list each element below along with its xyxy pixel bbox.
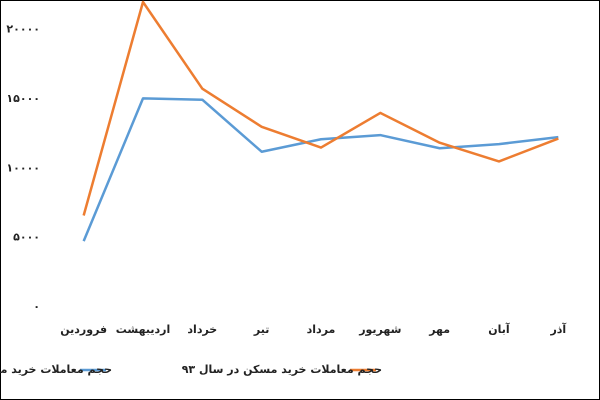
y-tick-label: ۵۰۰۰	[13, 231, 40, 244]
series-line	[82, 97, 559, 242]
series-line	[82, 0, 559, 216]
x-tick-label: آبان	[488, 322, 510, 336]
x-tick-label: شهریور	[358, 323, 401, 336]
x-tick-label: مرداد	[307, 323, 336, 336]
y-tick-label: ۲۰۰۰۰	[6, 23, 40, 36]
x-tick-label: مهر	[428, 323, 450, 336]
legend-label: حجم معاملات خرید مسکن در سال ۹۴- فقره مب…	[0, 363, 112, 376]
y-tick-label: ۱۵۰۰۰	[6, 92, 40, 105]
x-tick-label: فروردین	[60, 323, 107, 336]
y-tick-label: ۰	[33, 300, 40, 313]
x-tick-label: اردیبهشت	[116, 323, 170, 336]
y-tick-label: ۱۰۰۰۰	[6, 161, 40, 174]
x-tick-label: خرداد	[187, 323, 217, 336]
x-tick-label: آذر	[549, 322, 566, 336]
x-tick-label: تیر	[253, 323, 269, 336]
legend-label: حجم معاملات خرید مسکن در سال ۹۳	[182, 363, 382, 376]
